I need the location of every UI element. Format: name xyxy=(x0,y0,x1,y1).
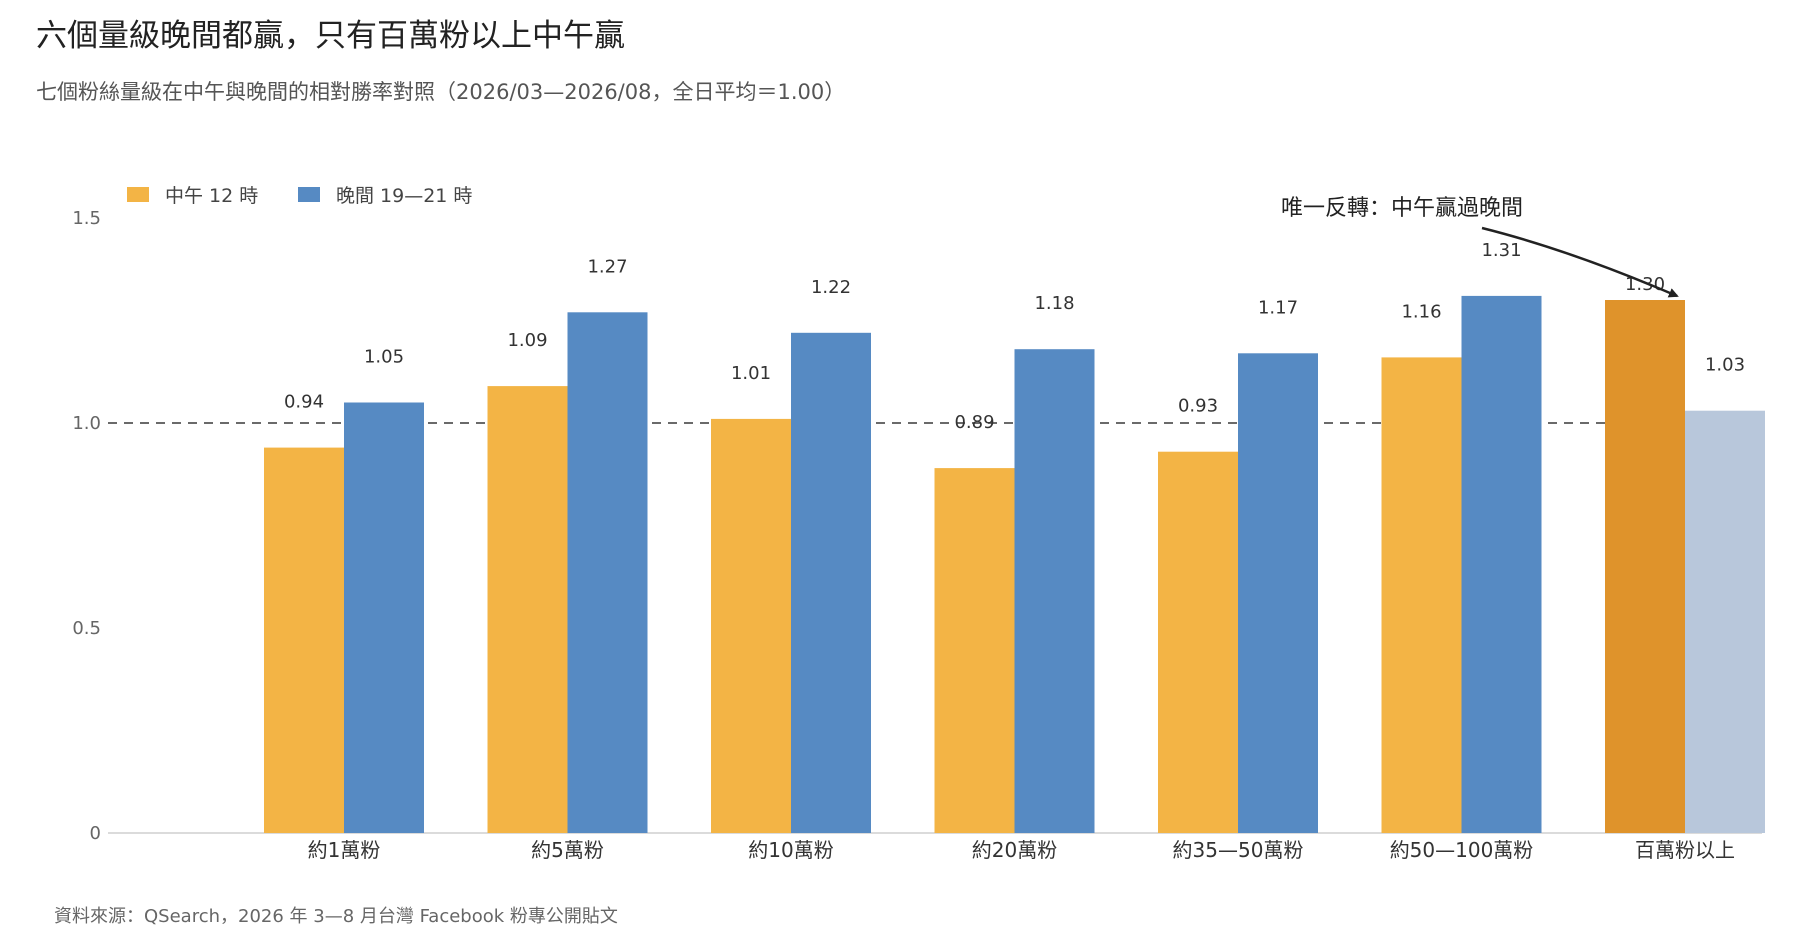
data-label: 1.16 xyxy=(1401,301,1441,322)
x-tick-label: 約1萬粉 xyxy=(308,838,381,862)
data-label: 1.03 xyxy=(1705,355,1745,376)
data-label: 0.93 xyxy=(1178,396,1218,417)
x-tick-label: 約5萬粉 xyxy=(531,838,604,862)
legend-swatch xyxy=(127,187,149,202)
y-tick-label: 1.5 xyxy=(72,208,101,229)
bar xyxy=(1014,349,1095,833)
bar xyxy=(711,418,791,833)
chart-title: 六個量級晚間都贏，只有百萬粉以上中午贏 xyxy=(36,18,625,54)
x-tick-label: 約20萬粉 xyxy=(972,838,1057,862)
bar xyxy=(1685,410,1765,833)
bar xyxy=(264,447,344,833)
data-label: 1.22 xyxy=(811,277,851,298)
data-label: 1.27 xyxy=(587,256,627,277)
data-label: 1.31 xyxy=(1481,240,1521,261)
chart-subtitle: 七個粉絲量級在中午與晚間的相對勝率對照（2026/03—2026/08，全日平均… xyxy=(36,80,846,104)
x-tick-label: 約50—100萬粉 xyxy=(1390,838,1534,862)
annotation-text: 唯一反轉：中午贏過晚間 xyxy=(1281,196,1523,221)
y-tick-label: 0 xyxy=(90,823,101,844)
data-label: 1.18 xyxy=(1034,293,1074,314)
annotation-arrow xyxy=(1481,226,1679,298)
legend-swatch xyxy=(298,187,320,202)
bar xyxy=(487,386,568,833)
bar xyxy=(1461,295,1542,833)
bar xyxy=(1381,357,1462,833)
data-label: 1.17 xyxy=(1258,297,1298,318)
bar xyxy=(1158,451,1238,833)
data-label: 1.05 xyxy=(364,347,404,368)
bar xyxy=(1238,353,1318,833)
bar xyxy=(1605,300,1685,833)
x-tick-label: 百萬粉以上 xyxy=(1635,838,1735,862)
bar xyxy=(567,312,648,833)
legend-label: 中午 12 時 xyxy=(165,185,258,207)
x-tick-label: 約10萬粉 xyxy=(748,838,833,862)
legend-label: 晚間 19—21 時 xyxy=(336,185,472,207)
y-tick-label: 1.0 xyxy=(72,413,101,434)
data-label: 0.94 xyxy=(284,392,324,413)
data-label: 1.01 xyxy=(731,363,771,384)
data-label: 1.09 xyxy=(507,330,547,351)
y-tick-label: 0.5 xyxy=(72,618,101,639)
source-note: 資料來源：QSearch，2026 年 3—8 月台灣 Facebook 粉專公… xyxy=(54,906,618,927)
bar xyxy=(344,402,424,833)
bar xyxy=(791,332,871,833)
bar xyxy=(934,468,1015,833)
data-label: 0.89 xyxy=(954,412,994,433)
x-tick-label: 約35—50萬粉 xyxy=(1173,838,1304,862)
